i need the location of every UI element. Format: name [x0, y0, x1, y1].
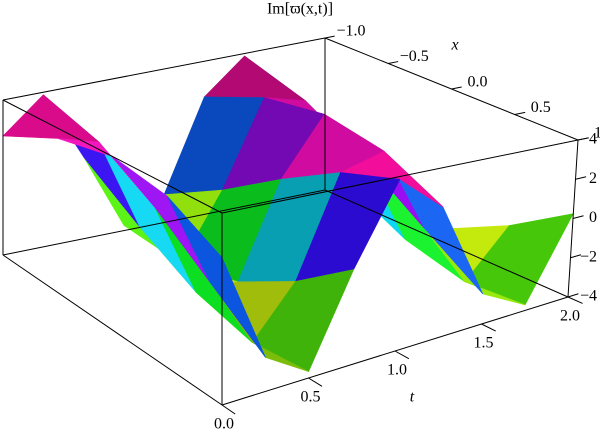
t-tick-label: 2.0	[560, 308, 580, 325]
box-edge	[221, 139, 579, 214]
x-tick-label: 1.0	[594, 125, 600, 142]
chart-title: Im[ϖ(x,t)]	[267, 1, 333, 18]
x-tick-label: −0.5	[400, 48, 429, 65]
z-tick-label: −2	[580, 248, 597, 265]
tick-mark	[394, 350, 410, 360]
z-tick-label: 2	[589, 170, 597, 187]
tick-mark	[324, 35, 335, 39]
x-tick-label: 0.0	[468, 74, 488, 91]
box-edge	[324, 189, 569, 298]
t-tick-label: 0.5	[301, 389, 321, 406]
z-tick-label: −4	[580, 288, 597, 305]
surface-patch	[203, 55, 307, 102]
surface-patch	[2, 94, 100, 143]
surface	[2, 55, 574, 373]
box-edge	[2, 254, 223, 406]
x-axis-label: x	[450, 37, 458, 54]
box-edge	[2, 37, 326, 101]
z-tick-label: 4	[589, 131, 597, 148]
tick-mark	[451, 86, 462, 90]
t-tick-label: 0.0	[214, 416, 234, 432]
tick-mark	[567, 293, 579, 298]
tick-mark	[572, 215, 584, 219]
tick-mark	[481, 323, 496, 332]
x-tick-label: −1.0	[336, 23, 365, 40]
tick-mark	[388, 61, 399, 64]
tick-mark	[567, 296, 583, 304]
t-tick-label: 1.5	[474, 335, 494, 352]
x-tick-label: 0.5	[531, 99, 551, 116]
tick-mark	[221, 404, 236, 415]
box-edge	[2, 99, 223, 214]
z-tick-label: 0	[589, 209, 597, 226]
box-edge	[2, 189, 326, 256]
tick-mark	[514, 111, 526, 115]
surface-patch	[167, 196, 266, 358]
tick-mark	[577, 137, 589, 141]
tick-mark	[308, 377, 323, 387]
box	[2, 37, 579, 406]
tick-mark	[570, 254, 582, 259]
tick-mark	[575, 176, 587, 180]
t-axis-label: t	[410, 389, 415, 406]
t-tick-label: 1.0	[387, 362, 407, 379]
